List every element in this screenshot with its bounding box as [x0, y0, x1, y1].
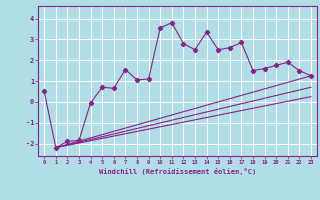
X-axis label: Windchill (Refroidissement éolien,°C): Windchill (Refroidissement éolien,°C)	[99, 168, 256, 175]
